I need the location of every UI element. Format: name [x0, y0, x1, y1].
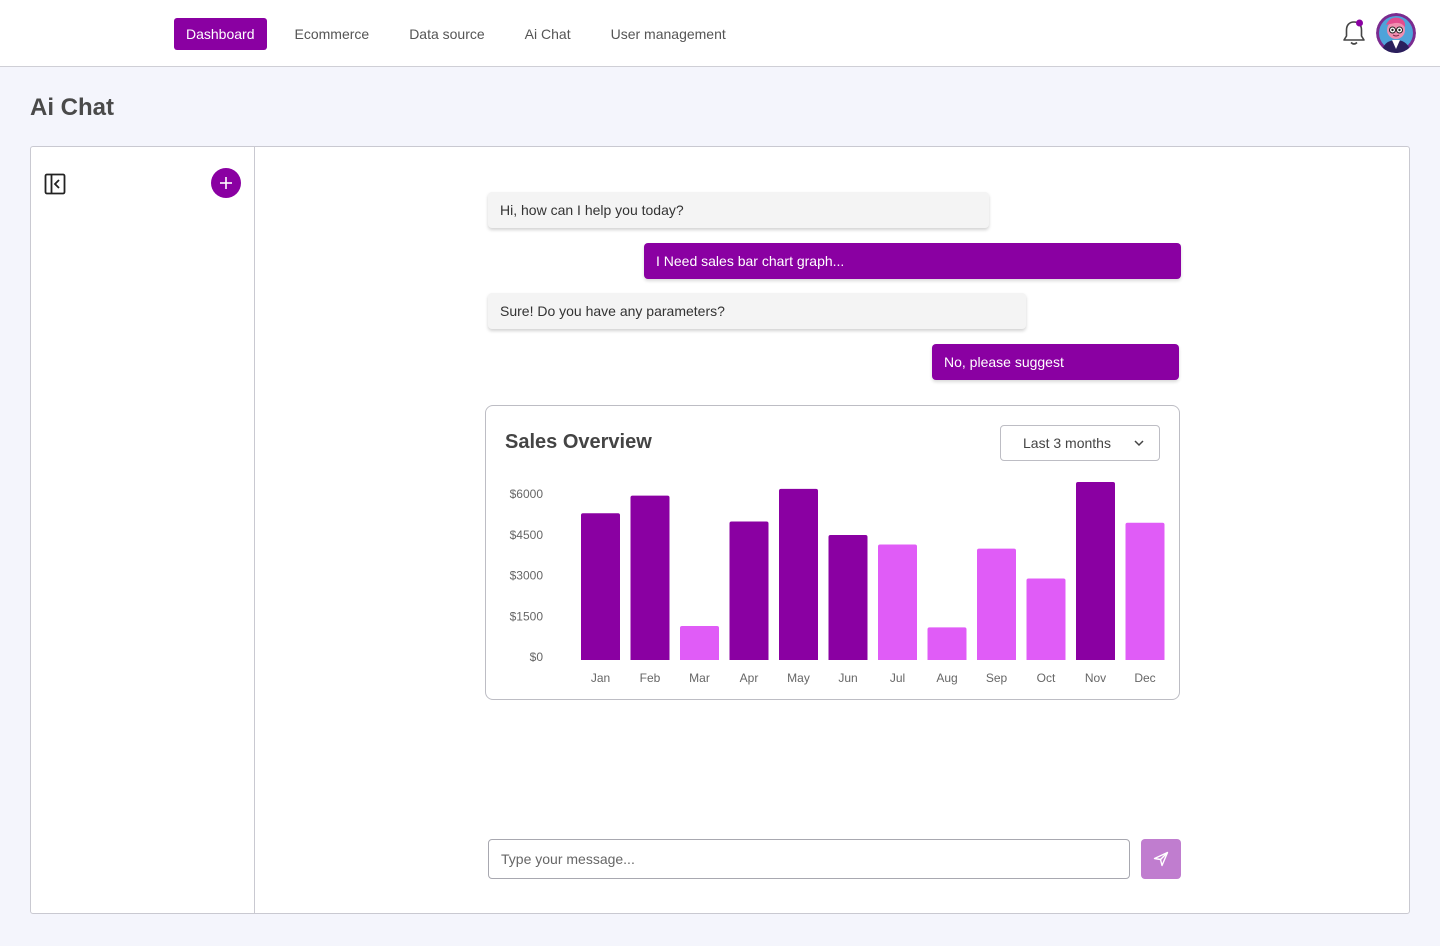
bar-jan[interactable] [581, 513, 620, 660]
x-tick-label: May [787, 671, 810, 685]
message-input[interactable] [488, 839, 1130, 879]
chart-title: Sales Overview [505, 431, 652, 453]
main-nav: Dashboard Ecommerce Data source Ai Chat User… [174, 18, 754, 50]
nav-item-data-source[interactable]: Data source [409, 26, 485, 42]
x-tick-label: Oct [1037, 671, 1056, 685]
range-select[interactable]: Last 3 months [1000, 425, 1160, 461]
nav-item-dashboard[interactable]: Dashboard [174, 18, 267, 50]
bell-icon[interactable] [1340, 18, 1368, 48]
chat-history-sidebar [31, 147, 255, 913]
bar-jul[interactable] [878, 544, 917, 660]
nav-item-user-management[interactable]: User management [610, 26, 726, 42]
bot-message: Hi, how can I help you today? [488, 192, 989, 228]
range-select-value: Last 3 months [1023, 435, 1111, 451]
y-tick-label: $0 [530, 650, 544, 664]
send-icon [1153, 851, 1169, 867]
new-chat-button[interactable] [211, 168, 241, 198]
user-avatar[interactable] [1376, 13, 1416, 53]
chat-panel: Hi, how can I help you today? I Need sal… [30, 146, 1410, 914]
sales-chart-card: $0 $1500 $3000 $4500 $6000 Jan Feb Mar Apr May Jun… [485, 405, 1180, 700]
y-tick-label: $4500 [510, 528, 544, 542]
x-tick-label: Mar [689, 671, 710, 685]
collapse-sidebar-icon[interactable] [44, 173, 66, 195]
chevron-down-icon [1134, 440, 1144, 447]
top-navbar: Dashboard Ecommerce Data source Ai Chat User… [0, 0, 1440, 67]
user-message: No, please suggest [932, 344, 1179, 380]
bar-jun[interactable] [828, 535, 868, 660]
x-tick-label: Jan [591, 671, 610, 685]
send-button[interactable] [1141, 839, 1181, 879]
x-tick-label: Nov [1085, 671, 1106, 685]
page-title: Ai Chat [30, 94, 114, 121]
x-tick-label: Aug [936, 671, 957, 685]
bar-apr[interactable] [729, 521, 769, 660]
x-tick-label: Jun [838, 671, 857, 685]
x-tick-label: Dec [1134, 671, 1155, 685]
nav-item-ecommerce[interactable]: Ecommerce [294, 26, 370, 42]
user-message: I Need sales bar chart graph... [644, 243, 1181, 279]
x-tick-label: Sep [986, 671, 1008, 685]
bar-feb[interactable] [630, 495, 670, 660]
bar-may[interactable] [779, 488, 818, 660]
bar-sep[interactable] [977, 548, 1016, 660]
plus-icon [220, 177, 232, 189]
bot-message: Sure! Do you have any parameters? [488, 293, 1026, 329]
bar-nov[interactable] [1076, 482, 1115, 660]
x-tick-label: Feb [640, 671, 661, 685]
bar-oct[interactable] [1026, 578, 1066, 661]
nav-item-ai-chat[interactable]: Ai Chat [524, 26, 571, 42]
x-tick-label: Jul [890, 671, 905, 685]
y-tick-label: $1500 [510, 609, 544, 623]
bar-mar[interactable] [680, 626, 719, 660]
x-tick-label: Apr [740, 671, 759, 685]
sales-bar-chart: $0 $1500 $3000 $4500 $6000 Jan Feb Mar Apr May Jun… [510, 482, 1165, 685]
y-tick-label: $3000 [510, 569, 544, 583]
bar-aug[interactable] [927, 627, 967, 660]
y-tick-label: $6000 [510, 487, 544, 501]
bar-dec[interactable] [1125, 522, 1165, 660]
